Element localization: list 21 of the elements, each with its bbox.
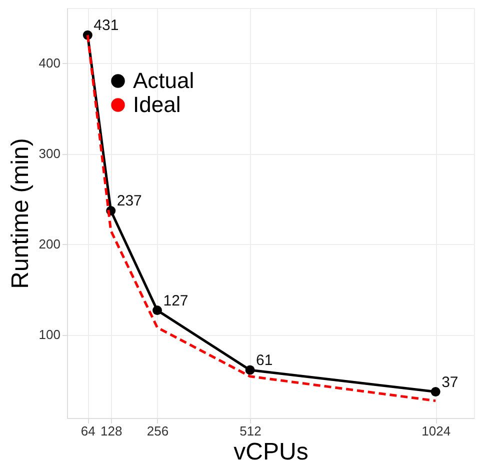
point: [245, 365, 255, 375]
data-label: 127: [163, 292, 188, 310]
legend-label: Ideal: [133, 92, 181, 117]
x-tick-label: 128: [100, 424, 122, 438]
x-tick-label: 256: [146, 424, 169, 438]
x-tick-label: 64: [80, 424, 96, 438]
legend-label: Actual: [133, 68, 194, 93]
x-tick-label: 512: [240, 424, 262, 438]
data-label: 61: [256, 352, 273, 370]
y-tick-label: 200: [38, 236, 60, 252]
x-axis-title: vCPUs: [234, 438, 308, 466]
y-tick-label: 300: [38, 146, 60, 162]
point: [430, 387, 440, 396]
x-tick-label: 1024: [422, 424, 451, 438]
data-label: 431: [94, 17, 119, 34]
data-label: 237: [116, 192, 142, 210]
data-label: 37: [442, 374, 458, 391]
y-tick-label: 100: [38, 327, 60, 342]
point: [152, 306, 162, 316]
y-tick-label: 400: [38, 56, 60, 71]
y-axis-title: Runtime (min): [6, 138, 34, 289]
